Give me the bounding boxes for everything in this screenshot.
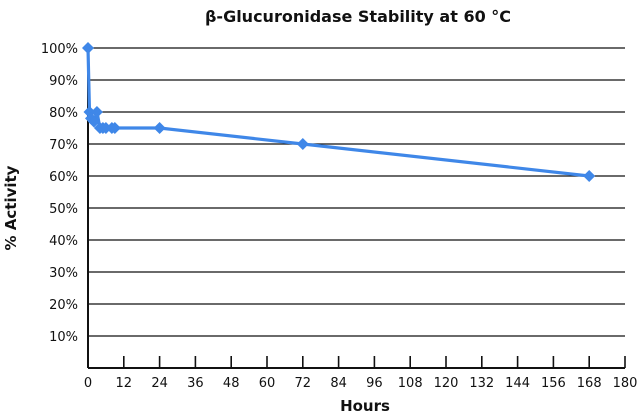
series-layer xyxy=(82,42,596,182)
y-tick-label: 50% xyxy=(49,202,78,217)
x-tick-label: 48 xyxy=(223,376,240,391)
y-axis-title: % Activity xyxy=(2,165,20,250)
x-tick-label: 156 xyxy=(541,376,566,391)
y-tick-label: 10% xyxy=(49,330,78,345)
x-tick-label: 24 xyxy=(151,376,168,391)
data-point-marker xyxy=(82,42,94,54)
data-point-marker xyxy=(108,122,121,134)
y-tick-label: 20% xyxy=(49,298,78,313)
x-tick-label: 60 xyxy=(259,376,276,391)
chart-title: β-Glucuronidase Stability at 60 °C xyxy=(205,7,511,26)
y-tick-label: 40% xyxy=(49,234,78,249)
y-tick-label: 70% xyxy=(49,138,78,153)
x-tick-label: 168 xyxy=(577,376,602,391)
data-point-marker xyxy=(153,122,166,134)
grid-lines xyxy=(88,47,625,337)
data-point-marker xyxy=(90,106,103,118)
y-tick-label: 90% xyxy=(49,74,78,89)
x-tick-label: 96 xyxy=(366,376,383,391)
y-tick-label: 60% xyxy=(49,170,78,185)
x-ticks xyxy=(123,356,626,368)
x-tick-labels: 0 12 24 36 48 60 72 84 96 108 120 132 144 156 168 180 xyxy=(84,376,638,391)
data-point-marker xyxy=(583,170,596,182)
data-point-marker xyxy=(296,138,309,150)
y-tick-labels: 10% 20% 30% 40% 50% 60% 70% 80% 90% 100% xyxy=(41,42,78,345)
y-tick-label: 100% xyxy=(41,42,78,57)
x-tick-label: 36 xyxy=(187,376,204,391)
x-tick-label: 120 xyxy=(434,376,459,391)
x-tick-label: 0 xyxy=(84,376,92,391)
x-axis-title: Hours xyxy=(340,397,390,415)
data-point-marker xyxy=(87,115,100,128)
y-tick-label: 30% xyxy=(49,266,78,281)
x-tick-label: 12 xyxy=(116,376,133,391)
x-tick-label: 132 xyxy=(469,376,494,391)
y-tick-label: 80% xyxy=(49,106,78,121)
x-tick-label: 108 xyxy=(398,376,423,391)
x-tick-label: 180 xyxy=(613,376,638,391)
x-tick-label: 144 xyxy=(505,376,530,391)
x-tick-label: 72 xyxy=(295,376,312,391)
x-tick-label: 84 xyxy=(330,376,347,391)
